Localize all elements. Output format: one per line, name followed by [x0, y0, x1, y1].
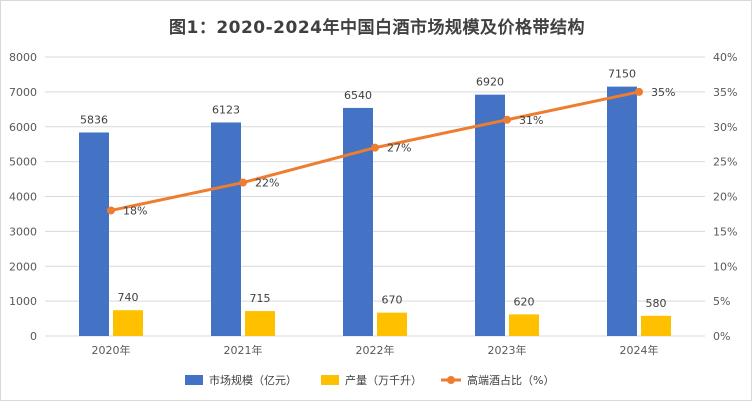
y-left-tick-label: 4000 [9, 191, 37, 204]
y-right-tick-label: 5% [713, 295, 730, 308]
line-data-label: 22% [255, 177, 279, 190]
bar [475, 94, 505, 336]
y-left-tick-label: 0 [30, 330, 37, 343]
y-right-tick-label: 20% [713, 191, 737, 204]
x-tick-label: 2021年 [224, 343, 263, 357]
bar-data-label: 715 [250, 292, 271, 305]
bar-data-label: 580 [646, 297, 667, 310]
bar-data-label: 6540 [344, 89, 372, 102]
y-right-tick-label: 15% [713, 225, 737, 238]
bar-data-label: 670 [382, 294, 403, 307]
y-left-tick-label: 8000 [9, 51, 37, 64]
legend-label: 市场规模（亿元） [209, 373, 297, 387]
x-tick-label: 2022年 [356, 343, 395, 357]
y-right-tick-label: 10% [713, 260, 737, 273]
chart-title: 图1：2020-2024年中国白酒市场规模及价格带结构 [168, 18, 585, 38]
bar [377, 312, 407, 336]
bar [641, 315, 671, 336]
bar [245, 311, 275, 336]
bar-data-label: 6920 [476, 76, 504, 89]
y-right-tick-label: 40% [713, 51, 737, 64]
bar-data-label: 7150 [608, 68, 636, 81]
line-point [107, 206, 115, 215]
x-tick-label: 2023年 [488, 343, 527, 357]
bar [607, 86, 637, 336]
bar-data-label: 620 [514, 295, 535, 308]
bar-data-label: 5836 [80, 113, 108, 126]
line-point [503, 115, 511, 124]
y-right-tick-label: 0% [713, 330, 730, 343]
bar [211, 122, 241, 336]
y-left-tick-label: 6000 [9, 121, 37, 134]
y-left-tick-label: 5000 [9, 156, 37, 169]
y-left-tick-label: 1000 [9, 295, 37, 308]
line-data-label: 18% [123, 204, 147, 217]
legend-swatch [321, 375, 339, 385]
bar [509, 314, 539, 336]
y-right-tick-label: 25% [713, 156, 737, 169]
bar [79, 132, 109, 336]
legend-label: 高端酒占比（%） [467, 373, 554, 387]
legend-swatch [185, 375, 203, 385]
y-left-tick-label: 2000 [9, 260, 37, 273]
line-point [371, 143, 379, 152]
legend-marker [447, 376, 455, 384]
y-right-tick-label: 35% [713, 86, 737, 99]
line-point [635, 87, 643, 96]
line-data-label: 35% [651, 86, 675, 99]
x-tick-label: 2024年 [620, 343, 659, 357]
line-data-label: 31% [519, 114, 543, 127]
line-point [239, 178, 247, 187]
x-tick-label: 2020年 [92, 343, 131, 357]
legend-label: 产量（万千升） [345, 373, 422, 387]
bar [113, 310, 143, 336]
y-right-tick-label: 30% [713, 121, 737, 134]
line-data-label: 27% [387, 142, 411, 155]
bar-data-label: 740 [118, 291, 139, 304]
y-left-tick-label: 7000 [9, 86, 37, 99]
bar-data-label: 6123 [212, 103, 240, 116]
y-left-tick-label: 3000 [9, 225, 37, 238]
bar [343, 107, 373, 336]
